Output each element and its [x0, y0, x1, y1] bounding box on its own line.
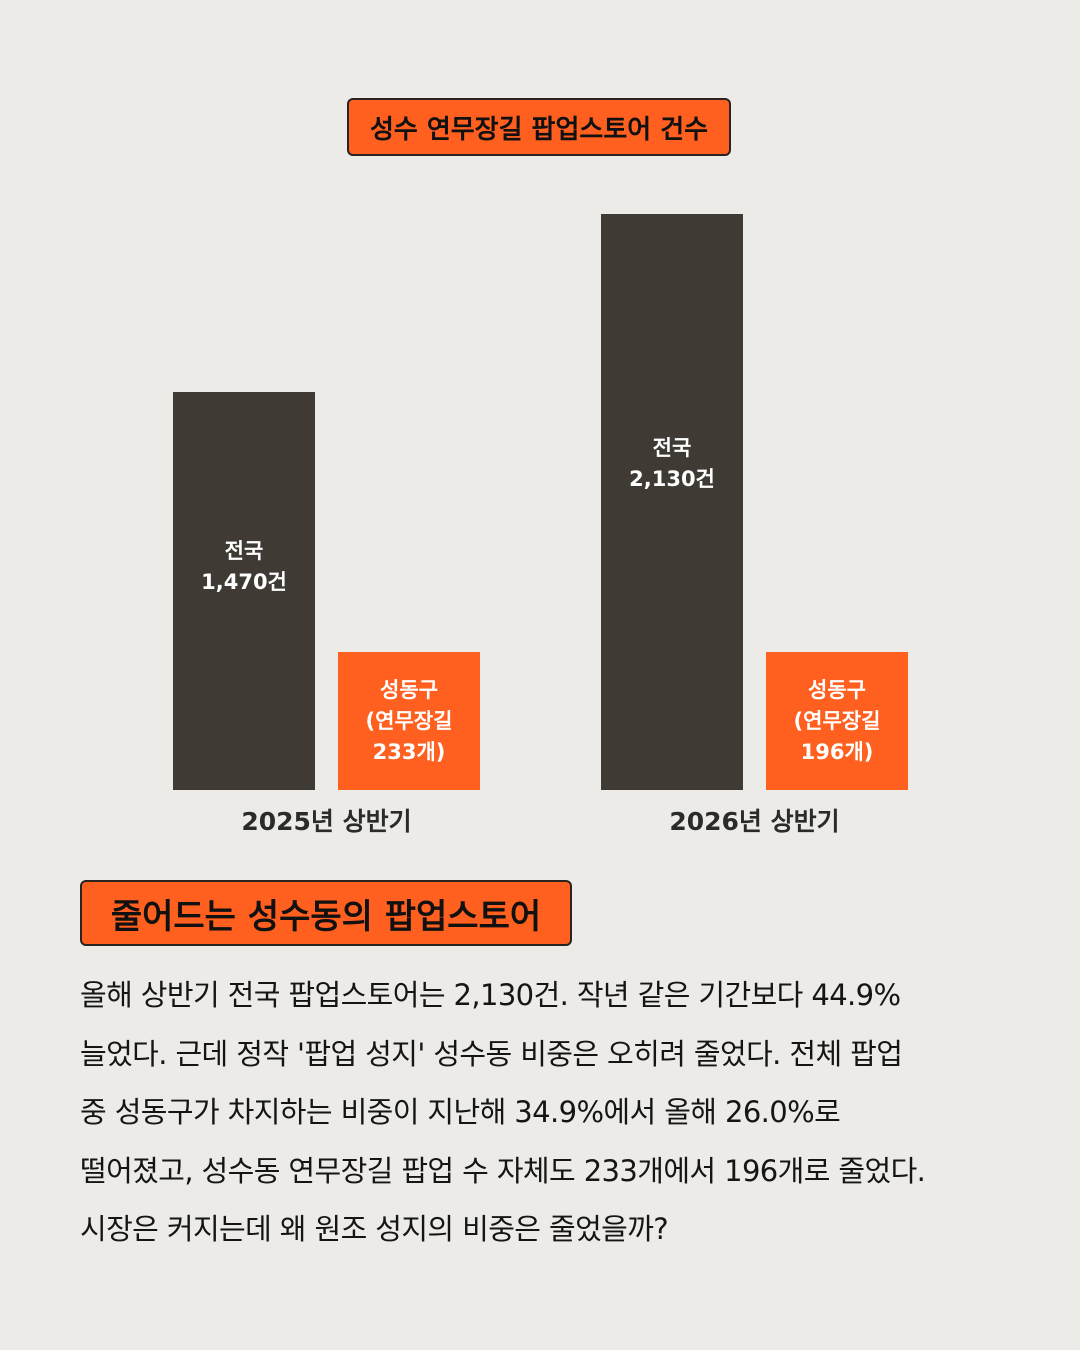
body-line: 떨어졌고, 성수동 연무장길 팝업 수 자체도 233개에서 196개로 줄었다… [80, 1153, 926, 1188]
body-line: 늘었다. 근데 정작 '팝업 성지' 성수동 비중은 오히려 줄었다. 전체 팝… [80, 1036, 903, 1071]
bar-seongdong-label: 성동구 (연무장길 233개) [365, 678, 453, 764]
bar-seongdong: 성동구 (연무장길 196개) [766, 652, 908, 790]
body-line: 시장은 커지는데 왜 원조 성지의 비중은 줄었을까? [80, 1212, 669, 1246]
bar-seongdong-label: 성동구 (연무장길 196개) [793, 678, 881, 764]
body-line: 중 성동구가 차지하는 비중이 지난해 34.9%에서 올해 26.0%로 [80, 1095, 841, 1129]
category-label: 2025년 상반기 [241, 807, 412, 836]
chart-title-tag: 성수 연무장길 팝업스토어 건수 [347, 98, 731, 156]
bar-total: 전국 2,130건 [601, 214, 743, 790]
section-title-tag: 줄어드는 성수동의 팝업스토어 [80, 880, 572, 946]
bar-seongdong: 성동구 (연무장길 233개) [338, 652, 480, 790]
bar-total-label: 전국 1,470건 [201, 539, 287, 594]
bar-total-label: 전국 2,130건 [629, 436, 715, 491]
bar-total: 전국 1,470건 [173, 392, 315, 790]
body-line: 올해 상반기 전국 팝업스토어는 2,130건. 작년 같은 기간보다 44.9… [80, 978, 901, 1012]
category-label: 2026년 상반기 [669, 807, 840, 836]
body-paragraph: 올해 상반기 전국 팝업스토어는 2,130건. 작년 같은 기간보다 44.9… [80, 966, 1030, 1259]
